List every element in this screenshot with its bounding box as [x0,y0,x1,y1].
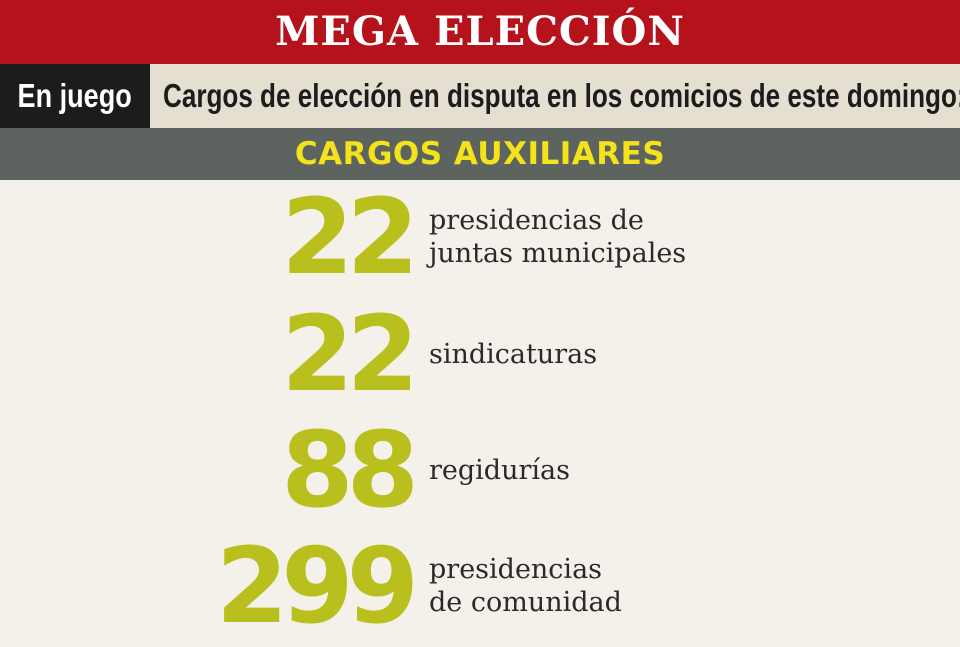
category-tag: En juego [0,64,150,128]
item-label: presidencias de comunidad [429,531,622,641]
section-heading: CARGOS AUXILIARES [294,136,666,172]
page-title: MEGA ELECCIÓN [275,8,685,55]
item-number: 299 [215,525,419,647]
item-label-line: juntas municipales [429,238,687,269]
list-item: 299 presidencias de comunidad [0,531,960,641]
item-number: 22 [281,176,419,298]
list-item: 22 presidencias de juntas municipales [0,182,960,292]
item-number: 22 [281,293,419,415]
item-label: sindicaturas [429,299,597,409]
list-item: 22 sindicaturas [0,299,960,409]
item-label-line: presidencias de [429,205,644,236]
item-label: presidencias de juntas municipales [429,182,686,292]
top-banner: MEGA ELECCIÓN [0,0,960,64]
item-label-line: regidurías [429,454,570,486]
subtitle-bar: En juego Cargos de elección en disputa e… [0,64,960,128]
category-tag-label: En juego [17,77,133,114]
section-heading-bar: CARGOS AUXILIARES [0,128,960,180]
list-item: 88 regidurías [0,415,960,525]
item-label: regidurías [429,415,570,525]
item-number: 88 [281,409,419,531]
item-label-line: presidencias [429,554,603,585]
item-label-line: sindicaturas [429,338,598,370]
items-list: 22 presidencias de juntas municipales 22… [0,180,960,640]
item-label-line: de comunidad [429,587,622,618]
subtitle-description: Cargos de elección en disputa en los com… [163,77,960,114]
